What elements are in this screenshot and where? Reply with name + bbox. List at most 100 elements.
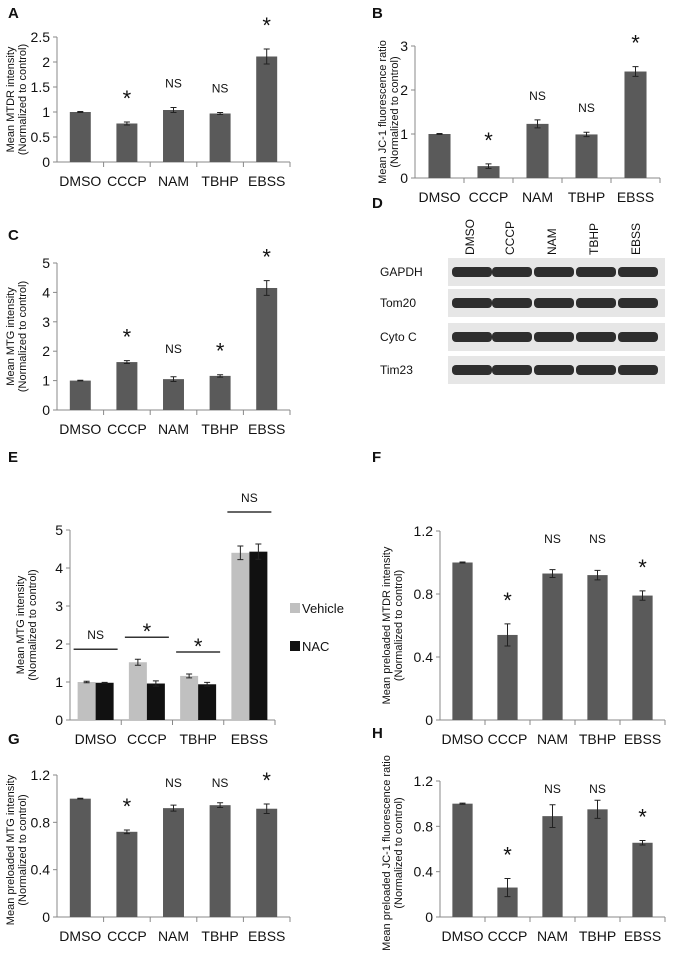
bar-value (542, 816, 563, 917)
bar-value (632, 842, 653, 917)
y-axis-label: Mean MTDR intensity (5, 46, 17, 152)
error-bar (170, 107, 177, 113)
error-bar (594, 799, 601, 819)
y-tick-label: 0.4 (31, 862, 51, 878)
blot-band (576, 365, 616, 375)
bar-value (209, 113, 231, 162)
blot-band (576, 298, 616, 308)
y-tick-label: 1.2 (31, 767, 51, 783)
bar-value (69, 798, 91, 917)
blot-band (492, 267, 532, 277)
bar-value (497, 887, 518, 917)
x-tick-label: TBHP (201, 421, 238, 437)
bar-value (632, 595, 653, 720)
significance-label: * (143, 619, 152, 644)
error-bar (77, 111, 84, 113)
blot-row-label: Tim23 (380, 363, 413, 377)
bar-Vehicle (77, 682, 96, 720)
legend-swatch (290, 603, 300, 613)
error-bar (459, 802, 466, 805)
y-tick-label: 1.5 (31, 79, 51, 95)
error-bar (83, 680, 90, 684)
blot-row-label: Cyto C (380, 330, 417, 344)
significance-label: NS (165, 342, 182, 356)
bar-Vehicle (128, 662, 147, 720)
y-axis-label: Mean preloaded MTG intensity (5, 774, 17, 925)
y-axis-label: (Normalized to control) (393, 797, 405, 908)
y-tick-label: 0.4 (414, 649, 434, 665)
significance-label: * (216, 339, 225, 364)
panel-label: E (8, 449, 18, 466)
x-tick-label: CCCP (107, 173, 147, 189)
y-axis-label: Mean preloaded JC-1 fluorescence ratio (381, 755, 393, 951)
significance-label: NS (241, 491, 258, 505)
bar-NAC (95, 682, 114, 720)
bar-value (69, 112, 91, 162)
bar-value (542, 573, 563, 720)
bar-value (209, 375, 231, 410)
y-tick-label: 0.4 (414, 864, 434, 880)
error-bar (263, 48, 270, 65)
y-axis-label: (Normalized to control) (17, 44, 29, 155)
x-tick-label: DMSO (59, 928, 101, 944)
significance-label: * (262, 245, 271, 270)
significance-label: * (638, 555, 647, 580)
error-bar (237, 545, 244, 561)
panel-label: B (372, 5, 383, 22)
error-bar (632, 66, 639, 77)
blot-band (618, 365, 658, 375)
blot-band (452, 332, 492, 342)
error-bar (217, 374, 224, 378)
y-tick-label: 2 (55, 636, 63, 652)
error-bar (123, 121, 130, 126)
y-tick-label: 0 (42, 909, 50, 925)
bar-value (256, 808, 278, 917)
blot-band (492, 298, 532, 308)
y-tick-label: 4 (55, 560, 63, 576)
y-tick-label: 0 (42, 154, 50, 170)
bar-value (116, 362, 138, 410)
error-bar (77, 797, 84, 800)
x-tick-label: CCCP (127, 731, 167, 747)
x-tick-label: NAM (537, 928, 568, 944)
y-tick-label: 0 (425, 712, 433, 728)
error-bar (263, 280, 270, 296)
blot-band (618, 298, 658, 308)
bar-value (587, 575, 608, 720)
x-tick-label: TBHP (579, 731, 616, 747)
error-bar (549, 569, 556, 578)
x-tick-label: TBHP (201, 173, 238, 189)
x-tick-label: DMSO (59, 421, 101, 437)
blot-band (492, 332, 532, 342)
blot-band (492, 365, 532, 375)
x-tick-label: EBSS (624, 731, 661, 747)
lane-label: TBHP (587, 223, 601, 255)
x-tick-label: NAM (522, 189, 553, 205)
y-tick-label: 3 (55, 598, 63, 614)
blot-band (452, 267, 492, 277)
x-tick-label: DMSO (59, 173, 101, 189)
bar-Vehicle (180, 675, 199, 720)
y-axis-label: (Normalized to control) (393, 570, 405, 681)
error-bar (436, 133, 443, 135)
error-bar (170, 804, 177, 812)
panel-E: E 0 1 2 3 4 5 Mean MTG intensity (Normalized to … (8, 449, 344, 747)
y-tick-label: 2.5 (31, 29, 51, 45)
x-tick-label: CCCP (107, 421, 147, 437)
y-axis-label: (Normalized to control) (27, 569, 39, 680)
error-bar (504, 623, 511, 647)
bar-value (477, 166, 500, 178)
y-axis-label: (Normalized to control) (17, 794, 29, 905)
bar-value (163, 379, 184, 410)
significance-label: * (503, 588, 512, 613)
error-bar (123, 360, 130, 365)
error-bar (594, 569, 601, 581)
x-tick-label: DMSO (442, 731, 484, 747)
x-tick-label: EBSS (624, 928, 661, 944)
blot-band (534, 365, 574, 375)
blot-band (618, 332, 658, 342)
y-tick-label: 0 (55, 712, 63, 728)
blot-band (534, 267, 574, 277)
blot-band (452, 298, 492, 308)
